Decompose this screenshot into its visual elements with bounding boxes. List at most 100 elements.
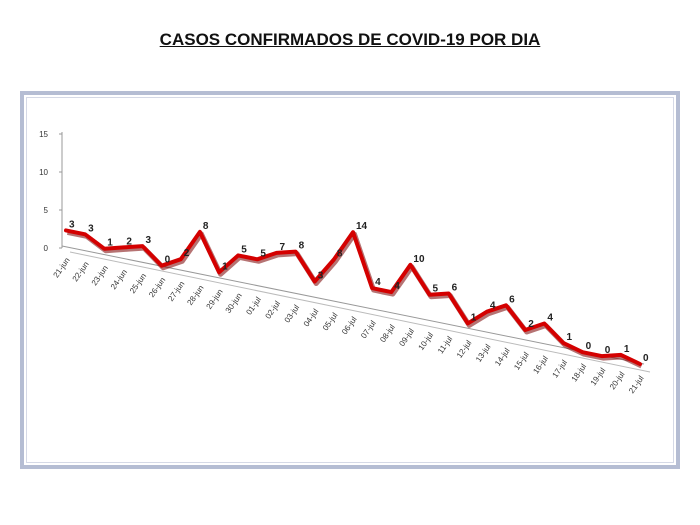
data-label: 4	[375, 277, 381, 288]
data-point	[179, 257, 183, 261]
x-tick-label: 04-jul	[302, 307, 321, 328]
data-label: 8	[299, 241, 305, 252]
data-point	[447, 291, 451, 295]
data-label: 2	[184, 248, 190, 259]
data-label: 0	[605, 345, 611, 356]
data-label: 3	[146, 235, 152, 246]
data-point	[64, 228, 68, 232]
data-point	[408, 263, 412, 267]
data-label: 7	[279, 242, 285, 253]
y-tick-label: 5	[44, 206, 49, 215]
x-axis-floor-line	[69, 251, 651, 373]
x-tick-label: 14-jul	[493, 346, 512, 367]
y-tick-label: 15	[39, 130, 48, 139]
data-label: 5	[260, 248, 266, 259]
x-tick-label: 09-jul	[397, 327, 416, 348]
data-label: 2	[528, 319, 534, 330]
x-tick-label: 22-jun	[71, 260, 91, 283]
x-tick-label: 21-jul	[627, 374, 646, 395]
data-point	[351, 230, 355, 234]
data-point	[485, 310, 489, 314]
data-point	[638, 362, 642, 366]
data-point	[274, 251, 278, 255]
x-tick-label: 30-jun	[224, 291, 244, 314]
data-point	[198, 230, 202, 234]
data-label: 10	[413, 254, 425, 265]
x-tick-label: 27-jun	[166, 280, 186, 303]
x-tick-label: 24-jun	[109, 268, 129, 291]
data-label: 5	[241, 244, 247, 255]
x-tick-label: 05-jul	[321, 311, 340, 332]
x-axis-line	[61, 245, 645, 365]
data-point	[332, 257, 336, 261]
data-point	[83, 232, 87, 236]
data-label: 3	[69, 219, 75, 230]
x-tick-label: 29-jun	[205, 287, 225, 310]
data-point	[236, 253, 240, 257]
data-label: 1	[471, 312, 477, 323]
x-tick-label: 11-jul	[436, 334, 454, 355]
x-tick-label: 12-jul	[455, 338, 474, 359]
data-label: 14	[356, 221, 368, 232]
x-tick-label: 28-jun	[185, 284, 205, 307]
data-point	[217, 270, 221, 274]
data-label: 6	[452, 282, 458, 293]
data-point	[313, 280, 317, 284]
chart-plot-border	[26, 97, 674, 463]
x-tick-label: 03-jul	[283, 303, 302, 324]
x-tick-label: 13-jul	[474, 342, 493, 363]
data-label: 4	[490, 301, 496, 312]
x-tick-label: 19-jul	[589, 366, 608, 387]
data-point	[102, 247, 106, 251]
data-point	[561, 341, 565, 345]
x-tick-label: 01-jul	[244, 295, 263, 316]
data-point	[389, 290, 393, 294]
data-label: 3	[88, 223, 94, 234]
x-tick-label: 16-jul	[531, 354, 550, 375]
data-label: 4	[547, 313, 553, 324]
data-point	[255, 257, 259, 261]
x-tick-label: 15-jul	[512, 350, 531, 371]
data-point	[581, 350, 585, 354]
data-point	[428, 293, 432, 297]
data-label: 1	[107, 238, 113, 249]
data-label: 0	[165, 255, 171, 266]
data-label: 1	[566, 332, 572, 343]
y-tick-label: 10	[39, 168, 48, 177]
data-point	[523, 328, 527, 332]
data-label: 5	[433, 284, 439, 295]
data-label: 0	[586, 341, 592, 352]
x-tick-label: 06-jul	[340, 315, 359, 336]
data-point	[370, 286, 374, 290]
data-label: 1	[222, 261, 228, 272]
data-point	[294, 250, 298, 254]
x-tick-label: 07-jul	[359, 319, 378, 340]
data-point	[160, 264, 164, 268]
x-tick-label: 25-jun	[128, 272, 148, 295]
x-tick-label: 02-jul	[264, 299, 283, 320]
data-label: 6	[509, 294, 515, 305]
data-label: 8	[203, 221, 209, 232]
x-tick-label: 10-jul	[417, 331, 436, 352]
data-point	[619, 353, 623, 357]
data-point	[542, 322, 546, 326]
data-point	[504, 303, 508, 307]
x-tick-label: 21-jun	[52, 256, 72, 279]
data-label: 2	[126, 236, 132, 247]
data-point	[121, 245, 125, 249]
x-tick-label: 20-jul	[608, 370, 627, 391]
chart-frame	[20, 91, 680, 469]
x-tick-label: 26-jun	[147, 276, 167, 299]
x-tick-label: 08-jul	[378, 323, 397, 344]
x-tick-label: 23-jun	[90, 264, 110, 287]
data-label: 4	[394, 281, 400, 292]
y-tick-label: 0	[44, 244, 49, 253]
data-point	[141, 244, 145, 248]
data-label: 8	[337, 248, 343, 259]
data-point	[600, 354, 604, 358]
x-tick-label: 18-jul	[570, 362, 589, 383]
data-label: 0	[643, 353, 649, 364]
data-label: 3	[318, 271, 324, 282]
data-label: 1	[624, 344, 630, 355]
